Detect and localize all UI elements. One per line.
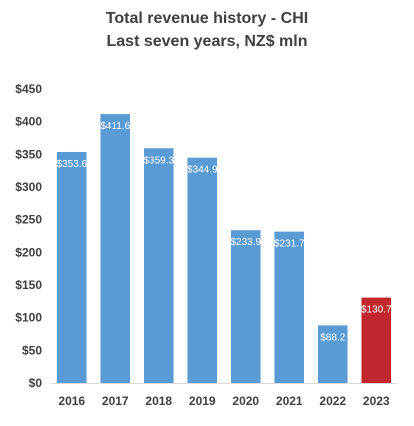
x-tick-label: 2016 xyxy=(58,394,85,408)
y-tick-label: $200 xyxy=(15,245,42,259)
chart-subtitle: Last seven years, NZ$ mln xyxy=(106,33,308,50)
x-tick-label: 2020 xyxy=(232,394,259,408)
x-tick-label: 2021 xyxy=(276,394,303,408)
x-tick-label: 2017 xyxy=(102,394,129,408)
data-label: $344.9 xyxy=(187,165,218,176)
bar xyxy=(143,148,174,383)
y-tick-label: $0 xyxy=(29,376,43,390)
data-label: $233.9 xyxy=(230,237,261,248)
bar xyxy=(56,151,87,383)
y-tick-label: $250 xyxy=(15,213,42,227)
y-tick-label: $450 xyxy=(15,82,42,96)
x-tick-label: 2019 xyxy=(189,394,216,408)
data-label: $88.2 xyxy=(320,332,345,343)
x-tick-label: 2022 xyxy=(319,394,346,408)
bar xyxy=(187,157,218,383)
chart-title: Total revenue history - CHI xyxy=(105,10,309,27)
x-tick-label: 2023 xyxy=(363,394,390,408)
data-label: $411.6 xyxy=(100,121,130,132)
y-tick-label: $300 xyxy=(15,180,42,194)
bar xyxy=(274,231,305,383)
y-tick-label: $350 xyxy=(15,147,42,161)
bar xyxy=(100,114,131,383)
bar xyxy=(361,297,392,383)
bar xyxy=(317,325,348,383)
data-label: $130.7 xyxy=(361,305,392,316)
y-tick-label: $150 xyxy=(15,278,42,292)
y-tick-label: $100 xyxy=(15,311,42,325)
data-label: $231.7 xyxy=(274,239,305,250)
x-tick-label: 2018 xyxy=(145,394,172,408)
y-tick-label: $400 xyxy=(15,115,42,129)
bar xyxy=(230,230,261,383)
data-label: $353.6 xyxy=(56,159,87,170)
y-tick-label: $50 xyxy=(22,343,42,357)
data-label: $359.3 xyxy=(143,155,174,166)
